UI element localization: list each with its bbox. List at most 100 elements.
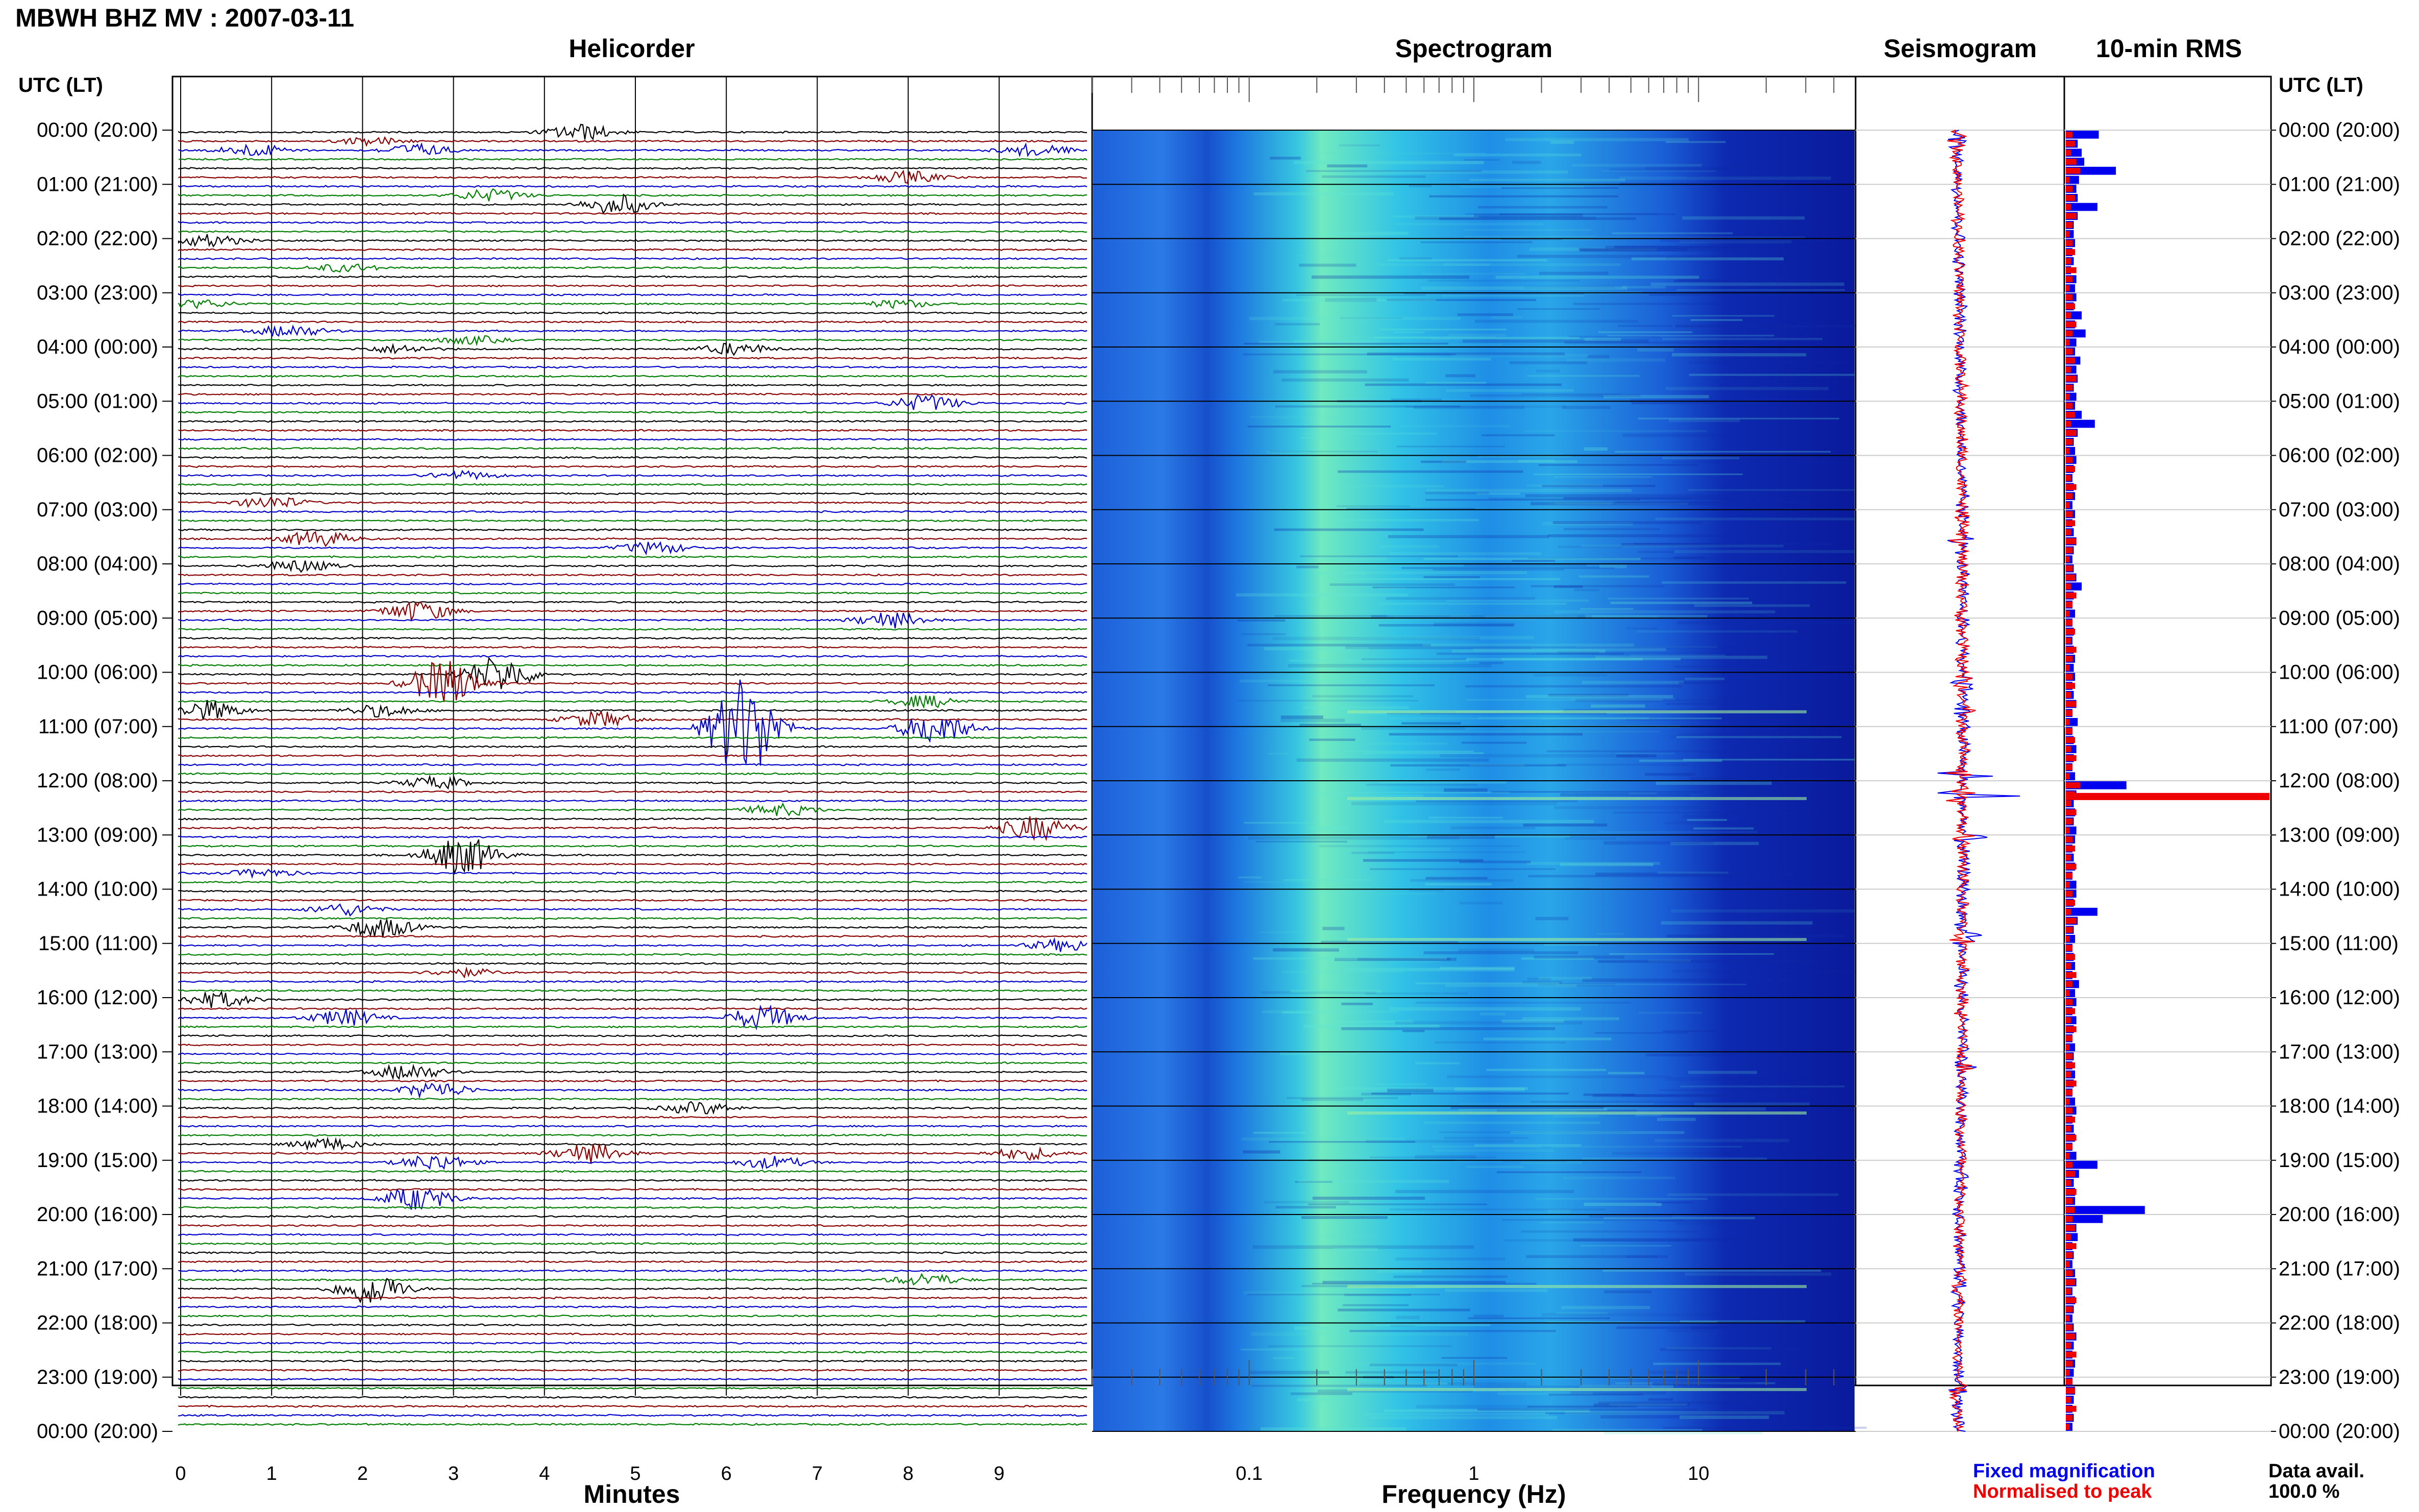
- hour-label-left: 03:00 (23:00): [37, 282, 158, 304]
- spectrogram-streak: [1312, 1282, 1537, 1285]
- spectrogram-streak: [1244, 822, 1321, 824]
- spectrogram-streak: [1446, 389, 1574, 392]
- helicorder-trace: [178, 1025, 1088, 1029]
- spectrogram-streak: [1677, 279, 1834, 281]
- rms-bar-normalised: [2066, 249, 2076, 255]
- spectrogram-streak: [1679, 240, 1792, 243]
- spectrogram-streak: [1598, 1401, 1756, 1404]
- spectrogram-streak: [1542, 485, 1656, 487]
- spectrogram-streak: [1408, 835, 1570, 837]
- spectrogram-streak: [1249, 1371, 1329, 1374]
- helicorder-trace: [178, 1187, 1088, 1191]
- rms-bar-normalised: [2066, 610, 2070, 617]
- spectrogram-streak: [1527, 557, 1751, 560]
- spectrogram-streak: [1693, 827, 1754, 830]
- rms-bar-normalised: [2066, 1134, 2077, 1141]
- rms-bar-normalised: [2066, 1062, 2076, 1069]
- helicorder-trace: [178, 601, 1088, 622]
- spectrogram-streak: [1584, 447, 1608, 451]
- rms-bar-normalised: [2066, 1261, 2070, 1268]
- spectrogram-streak: [1685, 677, 1725, 680]
- spectrogram-streak: [1547, 502, 1689, 505]
- helicorder-trace: [178, 275, 1088, 279]
- helicorder-trace: [178, 1124, 1088, 1128]
- spectrogram-streak: [1672, 461, 1871, 463]
- spectrogram-streak: [1672, 353, 1807, 357]
- spectrogram-streak: [1377, 1269, 1422, 1273]
- spectrogram-streak: [1370, 868, 1556, 870]
- spectrogram-streak: [1423, 1121, 1600, 1124]
- spectrogram-streak: [1653, 1362, 1781, 1365]
- spectrogram-streak: [1450, 826, 1536, 830]
- legend-normalised: Normalised to peak: [1973, 1481, 2152, 1502]
- spectrogram-streak: [1365, 383, 1562, 386]
- spectrogram-streak: [1469, 179, 1625, 182]
- rms-bar-normalised: [2066, 773, 2070, 779]
- helicorder-trace: [178, 300, 1088, 309]
- helicorder-trace: [178, 1116, 1088, 1119]
- spectrogram-streak: [1683, 758, 1908, 761]
- helicorder-trace: [178, 1277, 1087, 1304]
- helicorder-trace: [178, 679, 1088, 766]
- spectrogram-streak: [1649, 1371, 1697, 1374]
- spectrogram-streak: [1563, 528, 1660, 531]
- spectrogram-streak: [1594, 1403, 1690, 1407]
- spectrogram-streak: [1387, 299, 1536, 302]
- helicorder-trace: [178, 1396, 1088, 1399]
- rms-bar-normalised: [2066, 827, 2070, 834]
- helicorder-trace: [178, 661, 1088, 702]
- rms-bar-normalised: [2066, 1225, 2076, 1231]
- spectrogram-streak: [1497, 1109, 1637, 1112]
- spectrogram-streak: [1608, 598, 1749, 600]
- spectrogram-streak: [1373, 336, 1579, 339]
- spectrogram-streak: [1300, 555, 1458, 557]
- spectrogram-streak: [1340, 578, 1561, 580]
- spectrogram-streak: [1341, 1002, 1373, 1005]
- hour-label-right: 23:00 (19:00): [2279, 1366, 2400, 1389]
- spectrogram-event-line: [1347, 1285, 1807, 1288]
- spectrogram-streak: [1294, 1326, 1338, 1330]
- spectrogram-streak: [1550, 140, 1574, 144]
- helicorder-trace: [178, 591, 1088, 594]
- helicorder-trace: [178, 835, 1088, 839]
- rms-bar-normalised: [2066, 366, 2071, 373]
- spectrogram-streak: [1281, 378, 1409, 382]
- rms-bar-normalised: [2066, 150, 2071, 156]
- spectrogram-streak: [1441, 1357, 1508, 1359]
- helicorder-trace: [178, 1341, 1088, 1345]
- spectrogram-streak: [1459, 860, 1531, 863]
- spectrogram-streak: [1336, 505, 1410, 507]
- hour-label-right: 02:00 (22:00): [2279, 228, 2400, 250]
- spectrogram-streak: [1554, 502, 1612, 505]
- spectrogram-streak: [1339, 144, 1380, 146]
- spectrogram-streak: [1625, 627, 1657, 630]
- helicorder-trace: [178, 600, 1088, 604]
- spectrogram-streak: [1521, 957, 1594, 960]
- spectrogram-streak: [1562, 406, 1611, 409]
- helicorder-trace: [178, 1052, 1088, 1056]
- spectrogram-streak: [1395, 1021, 1583, 1025]
- spectrogram-streak: [1512, 161, 1541, 164]
- spectrogram-streak: [1345, 968, 1515, 972]
- spectrogram-streak: [1415, 216, 1596, 220]
- spectrogram-streak: [1478, 206, 1608, 209]
- rms-bar-fixed: [2066, 1160, 2097, 1169]
- hour-label-left: 23:00 (19:00): [37, 1366, 158, 1389]
- spectrogram-streak: [1583, 1093, 1635, 1096]
- spectrogram-streak: [1615, 451, 1831, 453]
- spectrogram-streak: [1499, 213, 1675, 215]
- spectrogram-streak: [1303, 706, 1409, 709]
- hour-label-right: 08:00 (04:00): [2279, 553, 2400, 575]
- spectrogram-streak: [1425, 883, 1492, 886]
- rms-bar-normalised: [2066, 1171, 2076, 1177]
- rms-bar-normalised: [2066, 999, 2072, 1005]
- spectrogram-streak: [1496, 1171, 1642, 1173]
- spectrogram-streak: [1666, 1329, 1712, 1332]
- rms-frame: [2063, 76, 2272, 1386]
- helicorder-trace: [178, 465, 1088, 468]
- hour-label-left: 12:00 (08:00): [37, 770, 158, 792]
- spectrogram-streak: [1458, 1108, 1608, 1111]
- spectrogram-streak: [1589, 1214, 1673, 1218]
- spectrogram-streak: [1414, 406, 1524, 409]
